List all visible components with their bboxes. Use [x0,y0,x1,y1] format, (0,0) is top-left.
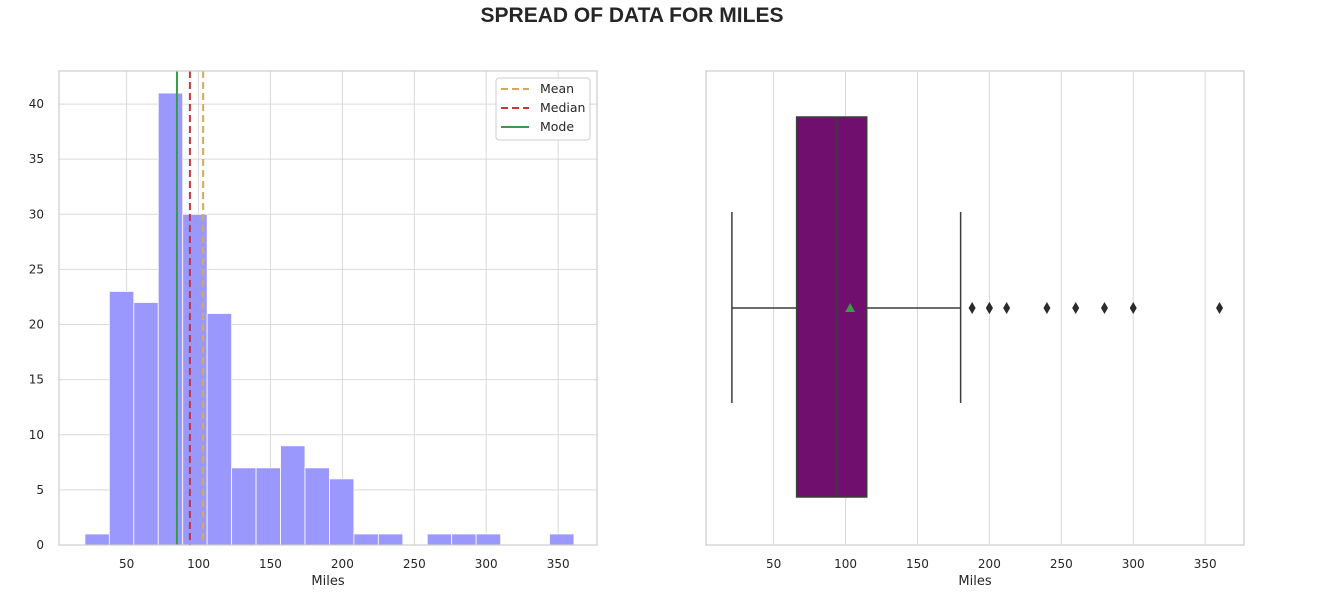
histogram-bar [280,445,306,546]
boxplot-outlier [1003,302,1011,314]
legend-label-mean: Mean [540,81,574,96]
histogram-frame [58,70,598,546]
boxplot-frame [705,70,1245,546]
histogram-reference-lines [175,71,205,545]
boxplot-outlier [1072,302,1080,314]
histogram-x-tick-label: 300 [475,557,498,571]
boxplot-panel: 50 100 150 200 250 300 350 Miles [705,70,1245,589]
boxplot-x-tick-label: 100 [834,557,857,571]
histogram-bar [84,533,110,546]
histogram-bars [84,92,575,546]
boxplot-x-tick-label: 200 [978,557,1001,571]
histogram-x-axis-label: Miles [311,574,344,589]
histogram-bar [353,533,379,546]
boxplot-x-axis-label: Miles [958,574,991,589]
histogram-y-tick-label: 10 [29,428,44,442]
histogram-x-tick-label: 100 [187,557,210,571]
histogram-bar [549,533,575,546]
boxplot-x-tick-label: 300 [1122,557,1145,571]
histogram-bar [157,92,184,546]
legend-label-mode: Mode [540,119,574,134]
histogram-bar [426,533,453,546]
histogram-bar [206,313,233,546]
histogram-y-tick-label: 15 [29,373,44,387]
histogram-x-tick-label: 200 [331,557,354,571]
histogram-bar [133,302,159,546]
histogram-x-ticks: 50 100 150 200 250 300 350 [119,557,570,571]
boxplot-outlier [1100,302,1108,314]
histogram-y-tick-label: 20 [29,318,44,332]
histogram-y-ticks: 0 5 10 15 20 25 30 35 40 [29,97,44,552]
boxplot-x-tick-label: 150 [906,557,929,571]
histogram-panel: 50 100 150 200 250 300 350 0 5 10 15 20 25 30 35 40 Mi… [29,70,598,589]
boxplot-box [795,116,868,498]
histogram-x-tick-label: 350 [547,557,570,571]
legend-label-median: Median [540,100,585,115]
legend-box [495,77,591,141]
histogram-y-tick-label: 40 [29,97,44,111]
histogram-bar [377,533,404,546]
boxplot-outlier [968,302,976,314]
boxplot-outlier [985,302,993,314]
histogram-x-tick-label: 50 [119,557,134,571]
boxplot-x-tick-label: 350 [1194,557,1217,571]
histogram-y-tick-label: 0 [36,538,44,552]
boxplot-outlier [1216,302,1224,314]
histogram-y-tick-label: 25 [29,262,44,276]
figure-title: SPREAD OF DATA FOR MILES [480,4,784,27]
histogram-bar [255,467,281,546]
histogram-y-tick-label: 5 [36,483,44,497]
histogram-bar [475,533,502,546]
histogram-y-tick-label: 30 [29,207,44,221]
boxplot-mean-marker [845,303,856,312]
histogram-y-tick-label: 35 [29,152,44,166]
histogram-bar [231,467,257,546]
legend: Mean Median Mode [495,77,591,141]
histogram-bar [451,533,477,546]
boxplot-x-ticks: 50 100 150 200 250 300 350 [766,557,1217,571]
histogram-x-tick-label: 250 [403,557,426,571]
boxplot-outlier [1043,302,1051,314]
boxplot-x-tick-label: 50 [766,557,781,571]
histogram-bar [108,291,135,546]
boxplot-outlier [1129,302,1137,314]
histogram-bar [329,478,355,546]
boxplot-body [731,116,1224,498]
histogram-x-tick-label: 150 [259,557,282,571]
histogram-bar [304,467,330,546]
boxplot-x-tick-label: 250 [1050,557,1073,571]
